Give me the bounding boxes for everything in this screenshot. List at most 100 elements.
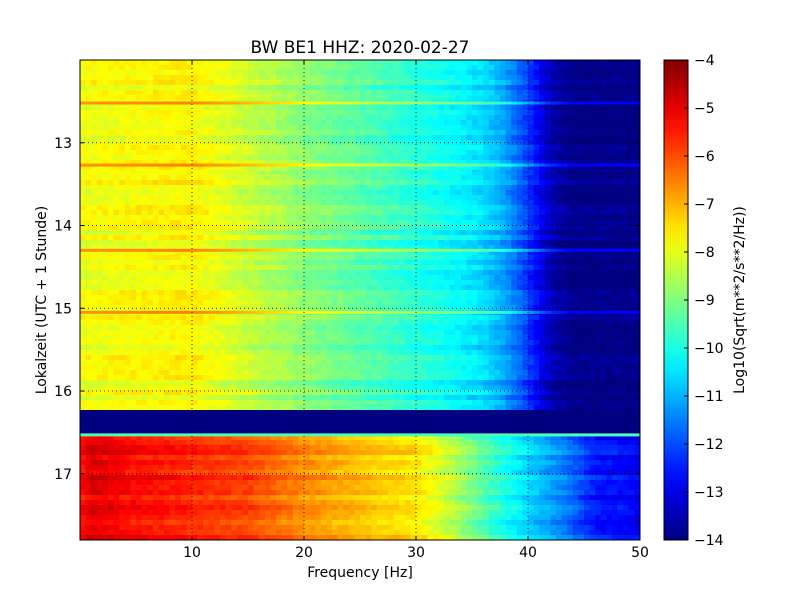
heatmap-cell — [584, 290, 591, 296]
heatmap-cell — [326, 140, 333, 146]
heatmap-cell — [225, 90, 232, 96]
heatmap-cell — [108, 140, 115, 146]
heatmap-cell — [270, 185, 277, 191]
heatmap-cell — [561, 210, 568, 216]
heatmap-cell — [192, 215, 199, 221]
heatmap-cell — [617, 235, 624, 241]
heatmap-cell — [147, 170, 154, 176]
heatmap-cell — [192, 70, 199, 76]
heatmap-cell — [360, 180, 367, 186]
heatmap-cell — [259, 190, 266, 196]
heatmap-cell — [348, 75, 355, 81]
heatmap-cell — [253, 185, 260, 191]
heatmap-cell — [337, 225, 344, 231]
heatmap-cell — [197, 130, 204, 136]
heatmap-cell — [371, 130, 378, 136]
heatmap-cell — [500, 235, 507, 241]
heatmap-cell — [298, 155, 305, 161]
heatmap-cell — [494, 175, 501, 181]
heatmap-cell — [136, 190, 143, 196]
heatmap-cell — [438, 250, 445, 256]
heatmap-cell — [309, 270, 316, 276]
heatmap-cell — [511, 240, 518, 246]
heatmap-cell — [141, 60, 148, 66]
heatmap-cell — [80, 300, 87, 306]
heatmap-cell — [371, 75, 378, 81]
heatmap-cell — [264, 275, 271, 281]
heatmap-cell — [561, 60, 568, 66]
heatmap-cell — [214, 215, 221, 221]
heatmap-cell — [393, 275, 400, 281]
heatmap-cell — [287, 210, 294, 216]
heatmap-cell — [438, 90, 445, 96]
heatmap-cell — [494, 280, 501, 286]
heatmap-cell — [186, 285, 193, 291]
heatmap-cell — [578, 145, 585, 151]
heatmap-cell — [108, 295, 115, 301]
heatmap-cell — [522, 85, 529, 91]
heatmap-cell — [96, 60, 103, 66]
heatmap-cell — [309, 300, 316, 306]
heatmap-cell — [298, 265, 305, 271]
heatmap-cell — [309, 190, 316, 196]
heatmap-cell — [410, 130, 417, 136]
heatmap-cell — [500, 115, 507, 121]
heatmap-cell — [421, 190, 428, 196]
heatmap-cell — [376, 235, 383, 241]
heatmap-cell — [281, 120, 288, 126]
heatmap-cell — [113, 170, 120, 176]
heatmap-cell — [102, 240, 109, 246]
heatmap-cell — [253, 300, 260, 306]
heatmap-cell — [248, 295, 255, 301]
heatmap-cell — [270, 190, 277, 196]
heatmap-cell — [416, 280, 423, 286]
heatmap-cell — [600, 95, 607, 101]
heatmap-cell — [91, 215, 98, 221]
heatmap-cell — [96, 75, 103, 81]
heatmap-cell — [494, 240, 501, 246]
heatmap-cell — [455, 185, 462, 191]
heatmap-cell — [612, 60, 619, 66]
heatmap-cell — [186, 60, 193, 66]
heatmap-cell — [108, 250, 115, 256]
heatmap-cell — [505, 110, 512, 116]
heatmap-cell — [264, 260, 271, 266]
heatmap-cell — [382, 235, 389, 241]
heatmap-cell — [606, 240, 613, 246]
heatmap-cell — [108, 200, 115, 206]
heatmap-cell — [584, 235, 591, 241]
heatmap-cell — [130, 65, 137, 71]
heatmap-cell — [242, 85, 249, 91]
heatmap-cell — [617, 120, 624, 126]
heatmap-cell — [494, 260, 501, 266]
heatmap-cell — [410, 175, 417, 181]
heatmap-cell — [572, 65, 579, 71]
heatmap-cell — [192, 130, 199, 136]
heatmap-cell — [589, 155, 596, 161]
heatmap-cell — [404, 155, 411, 161]
heatmap-cell — [119, 225, 126, 231]
heatmap-cell — [533, 115, 540, 121]
heatmap-cell — [500, 145, 507, 151]
heatmap-cell — [164, 120, 171, 126]
heatmap-cell — [427, 85, 434, 91]
heatmap-cell — [292, 120, 299, 126]
heatmap-cell — [91, 110, 98, 116]
heatmap-cell — [511, 230, 518, 236]
heatmap-cell — [119, 260, 126, 266]
heatmap-cell — [96, 260, 103, 266]
heatmap-cell — [444, 130, 451, 136]
heatmap-cell — [505, 230, 512, 236]
heatmap-cell — [399, 140, 406, 146]
heatmap-cell — [326, 155, 333, 161]
heatmap-cell — [572, 190, 579, 196]
heatmap-cell — [623, 185, 630, 191]
heatmap-cell — [427, 290, 434, 296]
heatmap-cell — [410, 220, 417, 226]
heatmap-cell — [466, 85, 473, 91]
heatmap-cell — [488, 255, 495, 261]
heatmap-cell — [320, 210, 327, 216]
heatmap-cell — [432, 70, 439, 76]
heatmap-cell — [197, 155, 204, 161]
heatmap-cell — [208, 110, 215, 116]
